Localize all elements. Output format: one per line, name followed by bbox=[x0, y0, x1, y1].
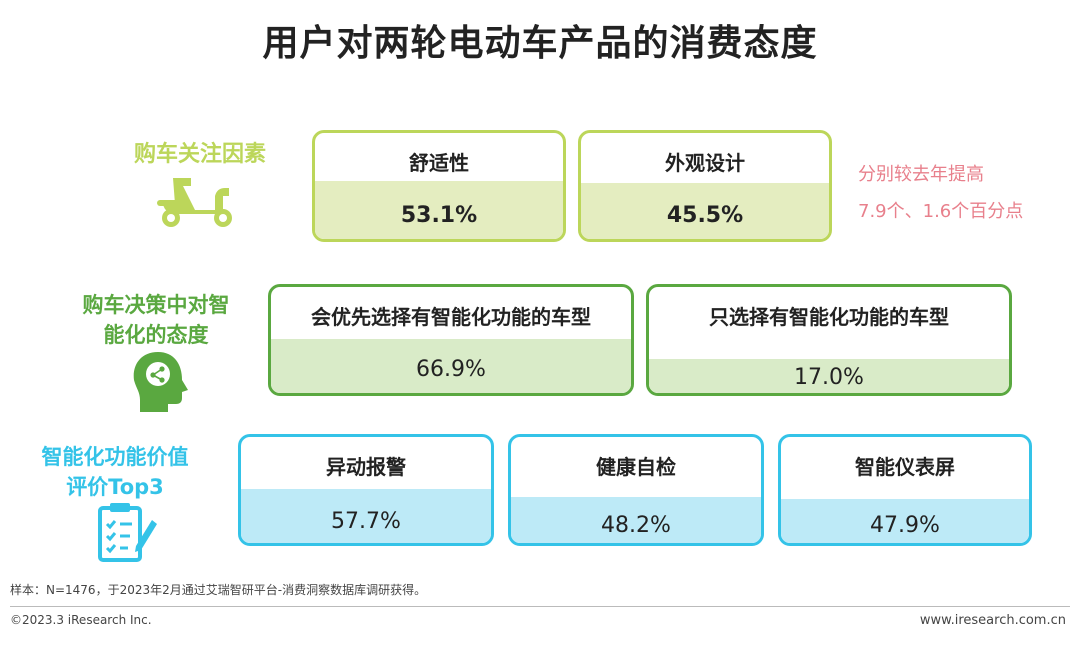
attitude-card-prefer-smart: 会优先选择有智能化功能的车型 66.9% bbox=[268, 284, 634, 396]
row-label-line: 购车决策中对智 bbox=[82, 293, 230, 317]
row-label-smart-feature-top3: 智能化功能价值 评价Top3 bbox=[30, 442, 200, 502]
value-fill bbox=[649, 359, 1009, 393]
copyright-text: ©2023.3 iResearch Inc. bbox=[10, 613, 152, 627]
feature-card-anomaly-alarm: 异动报警 57.7% bbox=[238, 434, 494, 546]
value-fill bbox=[241, 489, 491, 543]
row-label-line: 评价Top3 bbox=[66, 475, 164, 499]
value-fill bbox=[781, 499, 1029, 543]
row-label-purchase-factors: 购车关注因素 bbox=[120, 140, 280, 170]
factor-card-comfort: 舒适性 53.1% bbox=[312, 130, 566, 242]
factor-card-appearance: 外观设计 45.5% bbox=[578, 130, 832, 242]
yoy-note-line-2: 7.9个、1.6个百分点 bbox=[858, 201, 1024, 222]
card-label: 外观设计 bbox=[665, 151, 745, 175]
card-value: 17.0% bbox=[794, 365, 864, 390]
card-value: 47.9% bbox=[870, 513, 940, 538]
value-fill bbox=[315, 181, 563, 239]
card-value: 53.1% bbox=[400, 203, 478, 228]
value-fill bbox=[511, 497, 761, 543]
card-label: 智能仪表屏 bbox=[855, 455, 955, 479]
card-value: 57.7% bbox=[331, 509, 401, 534]
scooter-icon bbox=[157, 178, 232, 227]
row-label-smart-attitude: 购车决策中对智 能化的态度 bbox=[58, 290, 254, 350]
row-label-line: 购车关注因素 bbox=[133, 142, 266, 167]
card-label: 会优先选择有智能化功能的车型 bbox=[311, 305, 591, 329]
card-label: 舒适性 bbox=[409, 151, 469, 175]
value-fill bbox=[581, 183, 829, 239]
head-brain-icon bbox=[133, 352, 188, 412]
yoy-note-line-1: 分别较去年提高 bbox=[858, 164, 984, 185]
row-label-line: 智能化功能价值 bbox=[41, 445, 189, 469]
card-value: 48.2% bbox=[601, 513, 671, 538]
card-value: 45.5% bbox=[666, 203, 744, 228]
footer-divider bbox=[10, 606, 1070, 607]
website-link[interactable]: www.iresearch.com.cn bbox=[919, 613, 1066, 628]
card-label: 只选择有智能化功能的车型 bbox=[709, 305, 949, 329]
card-label: 健康自检 bbox=[596, 455, 676, 479]
attitude-card-only-smart: 只选择有智能化功能的车型 17.0% bbox=[646, 284, 1012, 396]
value-fill bbox=[271, 339, 631, 393]
card-label: 异动报警 bbox=[326, 455, 406, 479]
checklist-icon bbox=[98, 503, 157, 562]
row-label-line: 能化的态度 bbox=[103, 323, 209, 347]
sample-source-note: 样本：N=1476，于2023年2月通过艾瑞智研平台-消费洞察数据库调研获得。 bbox=[10, 583, 427, 597]
feature-card-health-check: 健康自检 48.2% bbox=[508, 434, 764, 546]
page-title: 用户对两轮电动车产品的消费态度 bbox=[262, 23, 818, 64]
card-value: 66.9% bbox=[416, 357, 486, 382]
feature-card-smart-dashboard: 智能仪表屏 47.9% bbox=[778, 434, 1032, 546]
